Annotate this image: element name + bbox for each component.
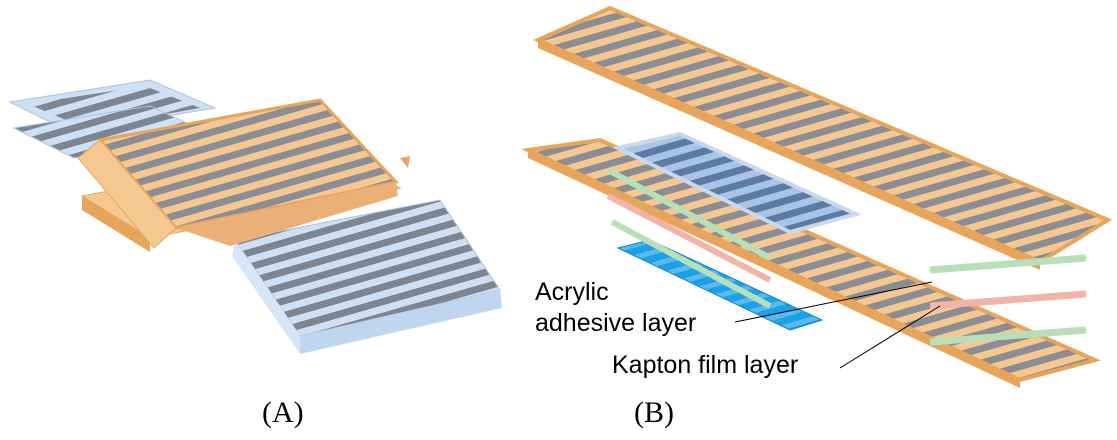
substrate-left-patterned <box>28 86 200 128</box>
green-stripe-3 <box>929 254 1087 274</box>
kapton-leader-line <box>839 305 941 369</box>
pink-stripe-2 <box>929 290 1087 310</box>
panel-b-label: (B) <box>634 396 674 429</box>
kapton-mid-b-edge <box>528 150 1020 388</box>
blue-layer-top <box>612 131 862 235</box>
acrylic-label-line2: adhesive layer <box>535 309 696 337</box>
panel-a <box>8 79 502 354</box>
kapton-upper-a-wrap <box>176 182 398 246</box>
green-stripe-2 <box>610 219 772 309</box>
substrate-right-edge <box>300 290 502 354</box>
kapton-lower-a-side <box>82 196 150 252</box>
pink-stripe-1 <box>606 193 772 283</box>
acrylic-adhesive-layer <box>616 239 824 331</box>
acrylic-label-line1: Acrylic <box>535 278 609 306</box>
green-stripe-4 <box>929 326 1087 346</box>
kapton-top-b-edge <box>538 40 1040 270</box>
panel-a-label: (A) <box>262 396 304 429</box>
tab-piece <box>400 156 410 168</box>
kapton-top-b <box>533 5 1113 265</box>
kapton-label: Kapton film layer <box>612 351 798 379</box>
acrylic-leader-line <box>734 281 933 323</box>
panel-b <box>521 5 1113 388</box>
green-stripe-1 <box>606 167 772 261</box>
substrate-right-side <box>232 240 300 354</box>
